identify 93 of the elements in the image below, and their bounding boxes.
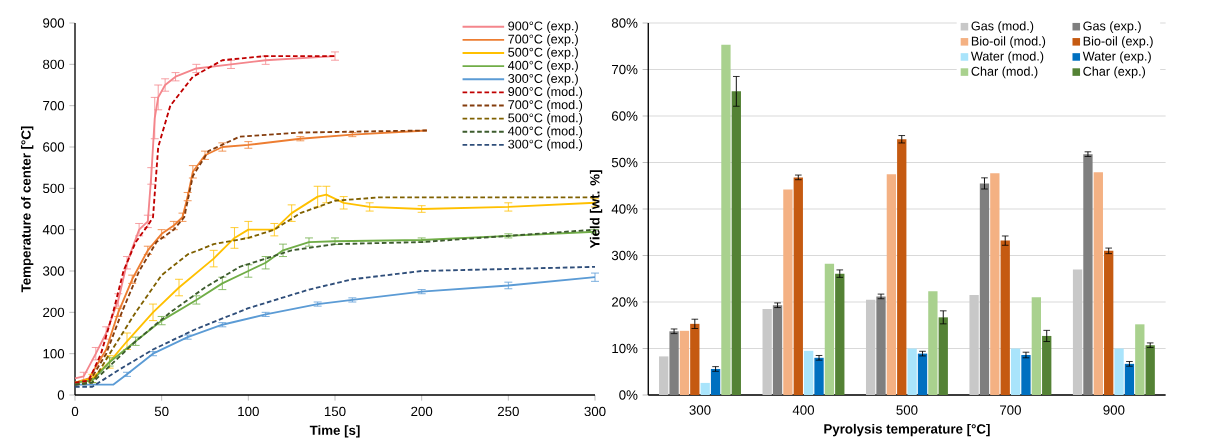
x-tick-label: 150 <box>324 406 346 417</box>
bar <box>1114 348 1124 395</box>
y-tick-label: 0% <box>619 390 638 400</box>
bar <box>1072 269 1083 395</box>
bar <box>865 299 876 395</box>
bar <box>669 331 679 395</box>
y-tick-label: 10% <box>612 343 638 354</box>
x-tick-label: 900 <box>1103 405 1125 415</box>
bar <box>700 382 710 395</box>
bar <box>1093 172 1103 395</box>
legend-label: 700°C (exp.) <box>508 34 578 47</box>
bar <box>1021 355 1031 395</box>
bar <box>814 357 824 395</box>
y-tick-label: 300 <box>42 266 65 276</box>
legend-label: 400°C (mod.) <box>508 126 583 138</box>
bar <box>969 295 979 395</box>
y-tick-label: 100 <box>43 348 65 359</box>
y-axis-title: Yield [wt. %] <box>589 170 603 249</box>
bar <box>1042 335 1052 395</box>
bar <box>835 273 845 395</box>
x-tick-label: 200 <box>411 406 433 417</box>
bar <box>1031 297 1041 395</box>
bar <box>928 291 938 395</box>
legend-label: 400°C (exp.) <box>508 60 578 73</box>
legend-label: 900°C (exp.) <box>508 21 578 33</box>
bar <box>772 305 783 395</box>
legend-label: 500°C (mod.) <box>508 113 583 125</box>
y-tick-label: 400 <box>42 224 65 235</box>
y-tick-label: 80% <box>611 18 638 28</box>
bar <box>907 348 917 395</box>
y-tick-label: 700 <box>43 100 65 111</box>
x-tick-label: 300 <box>689 405 711 415</box>
legend-label: Water (mod.) <box>970 51 1044 64</box>
bar <box>1104 250 1114 395</box>
legend-label: Gas (exp.) <box>1083 21 1141 33</box>
y-tick-label: 600 <box>43 142 65 152</box>
legend-label: 700°C (mod.) <box>508 99 583 112</box>
bar <box>690 323 700 395</box>
legend-label: Char (mod.) <box>971 66 1038 79</box>
y-tick-label: 900 <box>43 18 65 28</box>
bar <box>897 139 907 395</box>
bar <box>1083 154 1093 395</box>
x-tick-label: 0 <box>71 406 79 417</box>
legend-label: 300°C (exp.) <box>508 73 578 86</box>
bar <box>979 183 990 395</box>
bar <box>659 356 669 395</box>
bar <box>1145 345 1155 395</box>
bar <box>886 174 897 395</box>
legend-label: Gas (mod.) <box>971 21 1034 33</box>
legend-label: 500°C (exp.) <box>508 47 578 60</box>
bar <box>679 330 690 395</box>
bar <box>824 263 835 395</box>
legend-label: Char (exp.) <box>1083 66 1146 79</box>
legend-label: Bio-oil (mod.) <box>971 36 1046 49</box>
x-tick-label: 100 <box>238 406 259 417</box>
bar <box>1010 348 1021 395</box>
bar <box>721 44 731 395</box>
y-tick-label: 40% <box>611 204 638 214</box>
x-tick-label: 400 <box>792 405 815 415</box>
bar <box>710 368 721 395</box>
x-tick-label: 700 <box>1000 405 1021 415</box>
bar <box>804 350 814 395</box>
y-tick-label: 30% <box>611 250 638 261</box>
x-tick-label: 500 <box>896 405 918 415</box>
x-tick-label: 300 <box>584 406 606 417</box>
legend-label: 900°C (mod.) <box>508 86 583 99</box>
bar <box>762 308 772 395</box>
y-tick-label: 50% <box>611 157 638 168</box>
bar <box>1124 363 1135 395</box>
bar <box>876 296 886 395</box>
x-tick-label: 250 <box>497 406 519 417</box>
y-tick-label: 60% <box>611 111 638 121</box>
y-tick-label: 200 <box>43 307 65 318</box>
legend-label: 300°C (mod.) <box>508 139 583 152</box>
y-tick-label: 500 <box>43 183 65 194</box>
bar <box>990 173 1000 395</box>
bar <box>783 189 793 395</box>
bar <box>731 91 741 395</box>
y-tick-label: 800 <box>43 59 65 70</box>
bar <box>1135 324 1145 395</box>
legend-label: Bio-oil (exp.) <box>1083 36 1153 49</box>
x-tick-label: 50 <box>154 406 169 417</box>
bar <box>1000 240 1010 395</box>
y-tick-label: 70% <box>612 64 638 75</box>
bar <box>793 177 803 395</box>
x-axis-title: Time [s] <box>309 425 360 438</box>
bar <box>917 353 928 395</box>
y-tick-label: 0 <box>57 390 65 400</box>
y-tick-label: 20% <box>611 297 638 307</box>
bar <box>938 317 948 395</box>
x-axis-title: Pyrolysis temperature [°C] <box>824 423 990 437</box>
legend-label: Water (exp.) <box>1082 51 1151 64</box>
y-axis-title: Temperature of center [°C] <box>20 126 34 293</box>
